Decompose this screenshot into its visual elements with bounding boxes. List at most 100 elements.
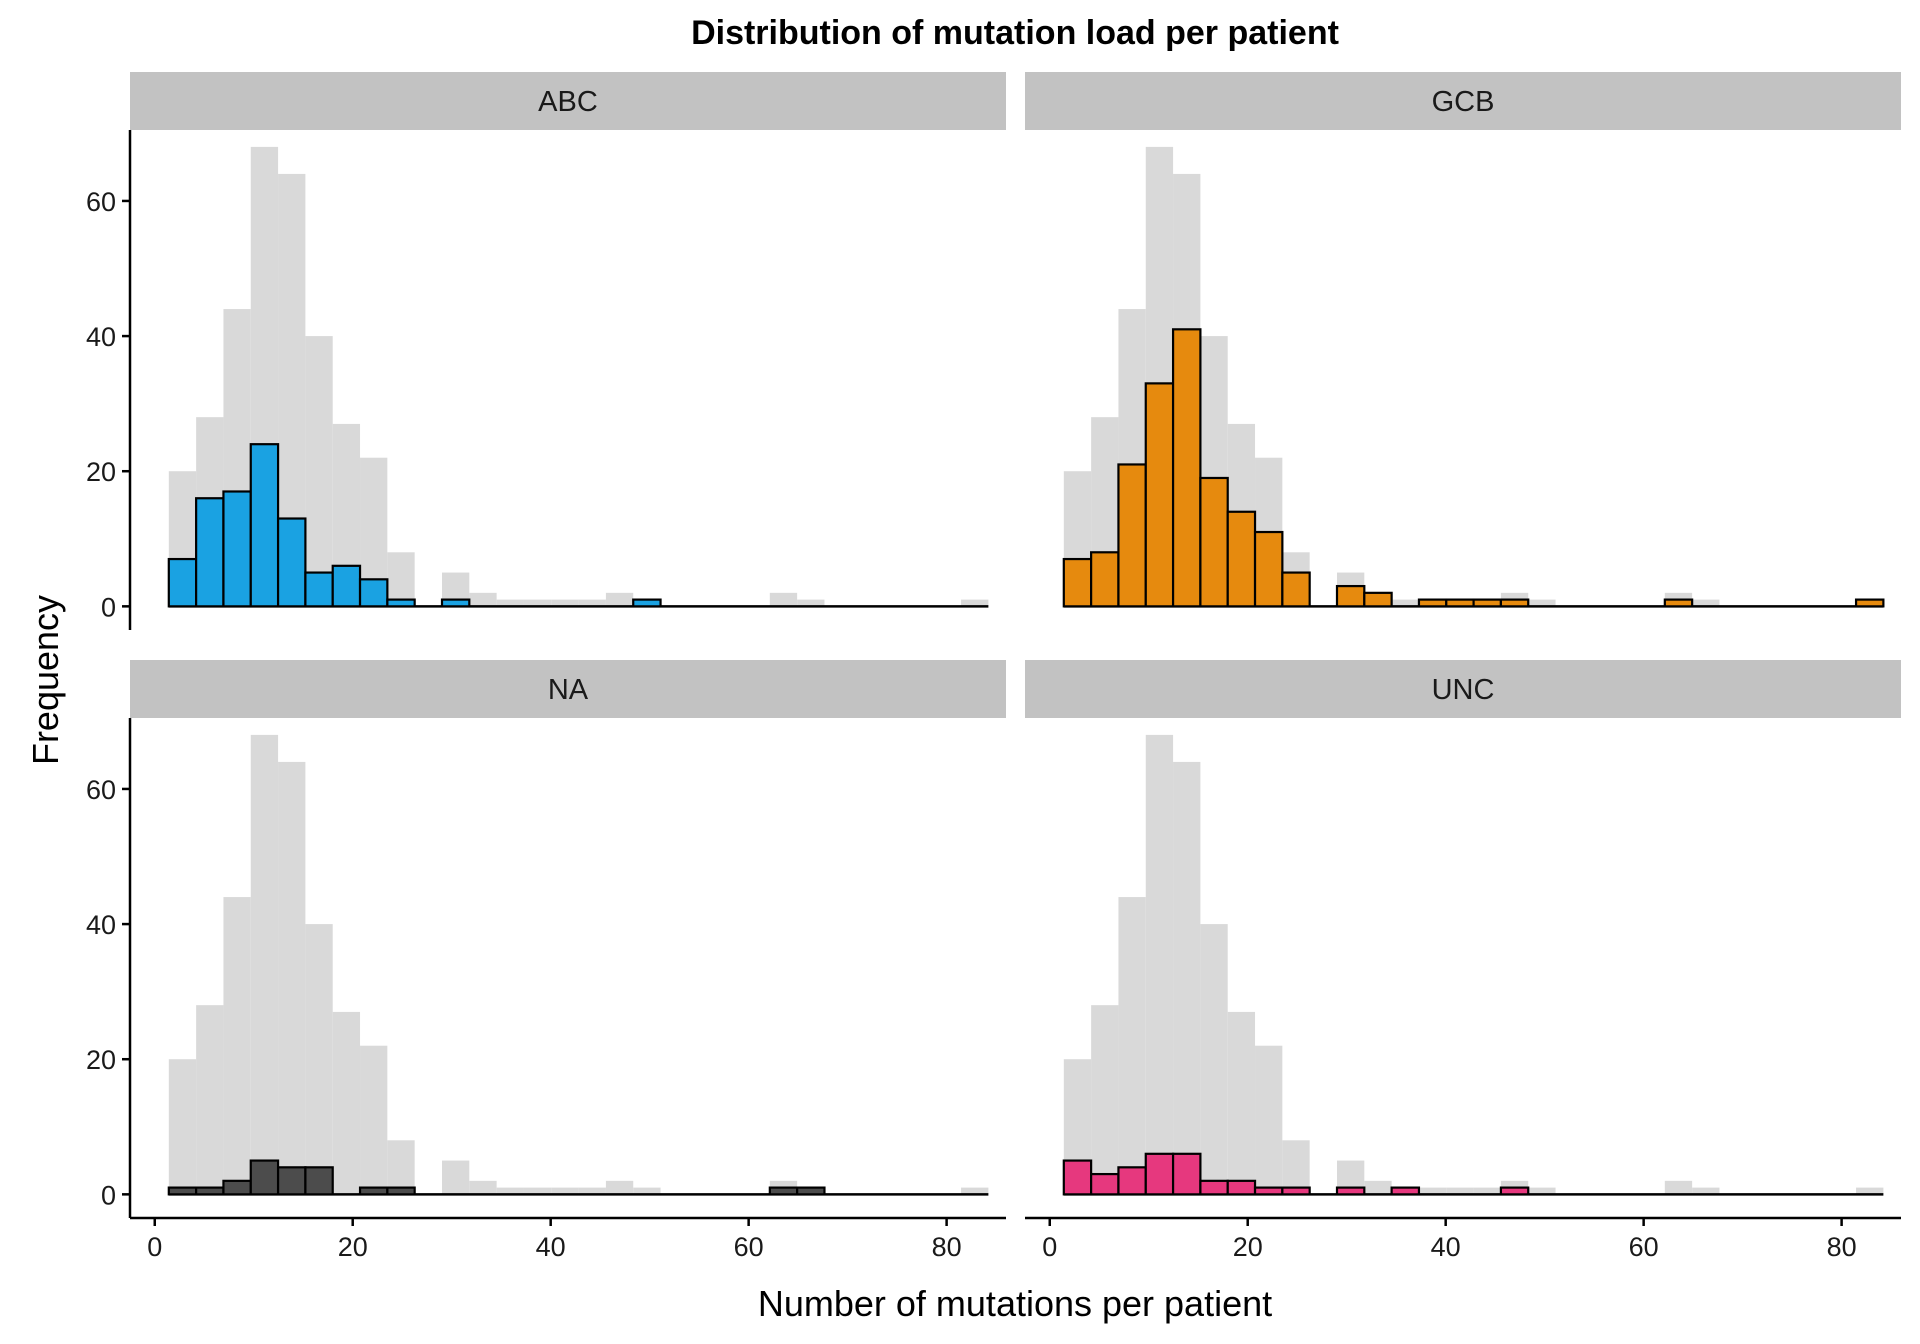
background-bar [441,1160,470,1195]
background-bar [633,1187,661,1195]
bar-na [167,1186,198,1196]
background-bar [360,1045,388,1195]
bar-unc [1335,1186,1366,1196]
bar-na [768,1186,799,1196]
panel-strip-abc [130,72,1006,130]
background-bar [1200,924,1228,1195]
panel-strip-gcb [1025,72,1901,130]
bar-gcb [1854,598,1885,608]
background-bar [196,1005,224,1195]
background-bar [168,1059,197,1195]
background-bar [332,1011,361,1195]
bar-na [386,1186,416,1196]
bar-abc [440,598,471,608]
x-tick-label: 80 [932,1232,962,1262]
background-bar [1173,761,1201,1195]
bar-gcb [1253,530,1284,608]
background-bar [1856,1187,1884,1195]
x-tick-label: 0 [147,1232,162,1262]
background-bar [387,1140,415,1195]
background-bar [1528,599,1556,607]
x-tick-label: 40 [536,1232,566,1262]
background-bar [605,592,634,607]
background-bar [250,734,279,1195]
background-bar [223,897,251,1195]
y-tick-label: 40 [86,910,116,940]
background-bar [278,761,306,1195]
background-bar [578,599,606,607]
background-bar [1446,1187,1474,1195]
bar-abc [195,497,225,608]
bar-na [222,1179,252,1196]
bar-unc [1117,1166,1147,1196]
panel-strip-label-abc: ABC [538,86,598,118]
background-bar [387,552,415,607]
bar-gcb [1144,382,1175,608]
x-tick-label: 0 [1042,1232,1057,1262]
bar-unc [1226,1179,1257,1196]
bar-gcb [1226,510,1257,608]
bar-unc [1390,1186,1421,1196]
background-bar [305,336,333,607]
y-tick-label: 60 [86,187,116,217]
bar-na [276,1166,307,1196]
background-bar [1692,599,1720,607]
bar-gcb [1171,328,1202,608]
x-tick-label: 40 [1431,1232,1461,1262]
background-bar [1391,599,1419,607]
bar-gcb [1281,571,1311,608]
bar-na [195,1186,225,1196]
bar-gcb [1499,598,1530,608]
background-bar [496,1187,524,1195]
bar-gcb [1199,476,1229,608]
bar-unc [1199,1179,1229,1196]
bar-gcb [1417,598,1448,608]
background-bar [469,592,497,607]
background-bar [1282,1140,1310,1195]
y-tick-label: 0 [101,1180,116,1210]
panel-strip-unc [1025,660,1901,718]
background-bar [1528,1187,1556,1195]
y-tick-label: 0 [101,592,116,622]
y-tick-label: 40 [86,322,116,352]
background-bar [469,1180,497,1195]
background-bar [1692,1187,1720,1195]
background-bar [605,1180,634,1195]
background-bar [1473,1187,1501,1195]
bar-gcb [1663,598,1694,608]
bar-abc [304,571,334,608]
bar-abc [632,598,662,608]
background-bar [1418,1187,1447,1195]
bar-abc [331,564,362,608]
bar-abc [386,598,416,608]
x-tick-label: 60 [1629,1232,1659,1262]
bar-gcb [1335,584,1366,608]
bar-unc [1090,1172,1120,1196]
bar-unc [1062,1159,1093,1196]
bar-unc [1253,1186,1284,1196]
bar-gcb [1117,463,1147,608]
bar-abc [222,490,252,608]
bar-unc [1144,1152,1175,1196]
background-bar [523,599,552,607]
background-bar [1118,897,1146,1195]
bar-na [304,1166,334,1196]
background-bar [1664,1180,1693,1195]
bar-gcb [1062,557,1093,608]
background-bar [551,599,579,607]
background-bar [305,924,333,1195]
bar-unc [1499,1186,1530,1196]
y-tick-label: 20 [86,457,116,487]
background-bar [578,1187,606,1195]
x-tick-label: 20 [1233,1232,1263,1262]
background-bar [496,599,524,607]
panel-strip-label-na: NA [547,674,589,706]
bar-gcb [1472,598,1503,608]
background-bar [769,592,798,607]
background-bar [1227,1011,1256,1195]
background-bar [523,1187,552,1195]
background-bar [1145,734,1174,1195]
background-bar [551,1187,579,1195]
bar-na [249,1159,280,1196]
